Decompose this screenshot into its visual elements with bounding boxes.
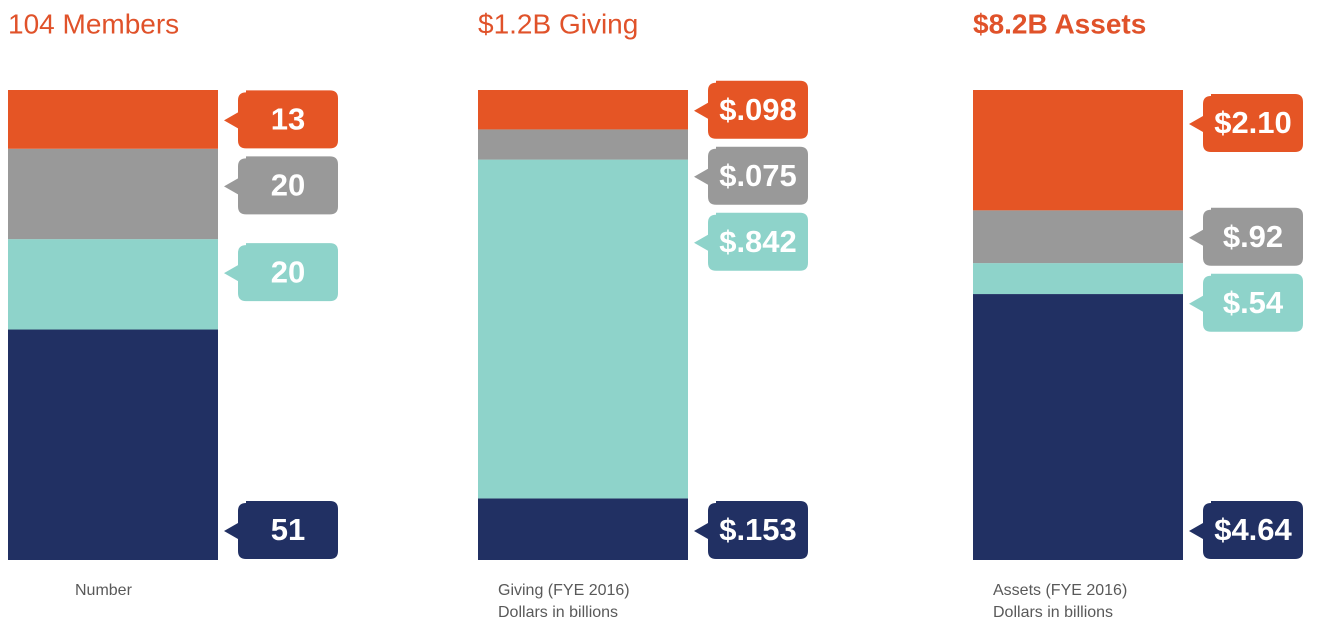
bar-segment — [478, 159, 688, 499]
callout — [694, 212, 808, 271]
value-label: $2.10 — [1214, 105, 1292, 140]
callout — [694, 80, 808, 139]
caption: Dollars in billions — [993, 604, 1113, 621]
value-label: $.153 — [719, 512, 797, 547]
callout — [1189, 94, 1303, 152]
caption: Giving (FYE 2016) — [498, 582, 630, 599]
value-label: 51 — [271, 512, 305, 547]
bar-segment — [8, 148, 218, 240]
caption: Assets (FYE 2016) — [993, 582, 1127, 599]
callout — [224, 156, 338, 215]
chart-title: $8.2B Assets — [973, 8, 1146, 39]
bar-segment — [973, 210, 1183, 264]
bar-segment — [973, 263, 1183, 295]
caption: Dollars in billions — [498, 604, 618, 621]
value-label: 20 — [271, 254, 305, 289]
value-label: $.842 — [719, 224, 797, 259]
bar-segment — [478, 129, 688, 160]
bar-segment — [8, 239, 218, 330]
value-label: 13 — [271, 102, 305, 137]
value-label: $4.64 — [1214, 512, 1292, 547]
bar-segment — [478, 498, 688, 560]
value-label: 20 — [271, 168, 305, 203]
callout — [1189, 501, 1303, 559]
chart-title: 104 Members — [8, 8, 179, 39]
callout — [1189, 207, 1303, 266]
value-label: $.92 — [1223, 219, 1283, 254]
callout — [224, 501, 338, 559]
bar-segment — [973, 90, 1183, 211]
value-label: $.54 — [1223, 285, 1284, 320]
callout — [224, 90, 338, 149]
caption: Number — [75, 582, 133, 599]
bar-segment — [973, 294, 1183, 560]
callout — [694, 501, 808, 559]
callout — [694, 146, 808, 205]
value-label: $.075 — [719, 158, 797, 193]
callout — [224, 243, 338, 302]
bar-segment — [478, 90, 688, 130]
bar-segment — [8, 329, 218, 560]
chart-title: $1.2B Giving — [478, 8, 638, 39]
bar-segment — [8, 90, 218, 149]
value-label: $.098 — [719, 92, 797, 127]
callout — [1189, 273, 1303, 332]
